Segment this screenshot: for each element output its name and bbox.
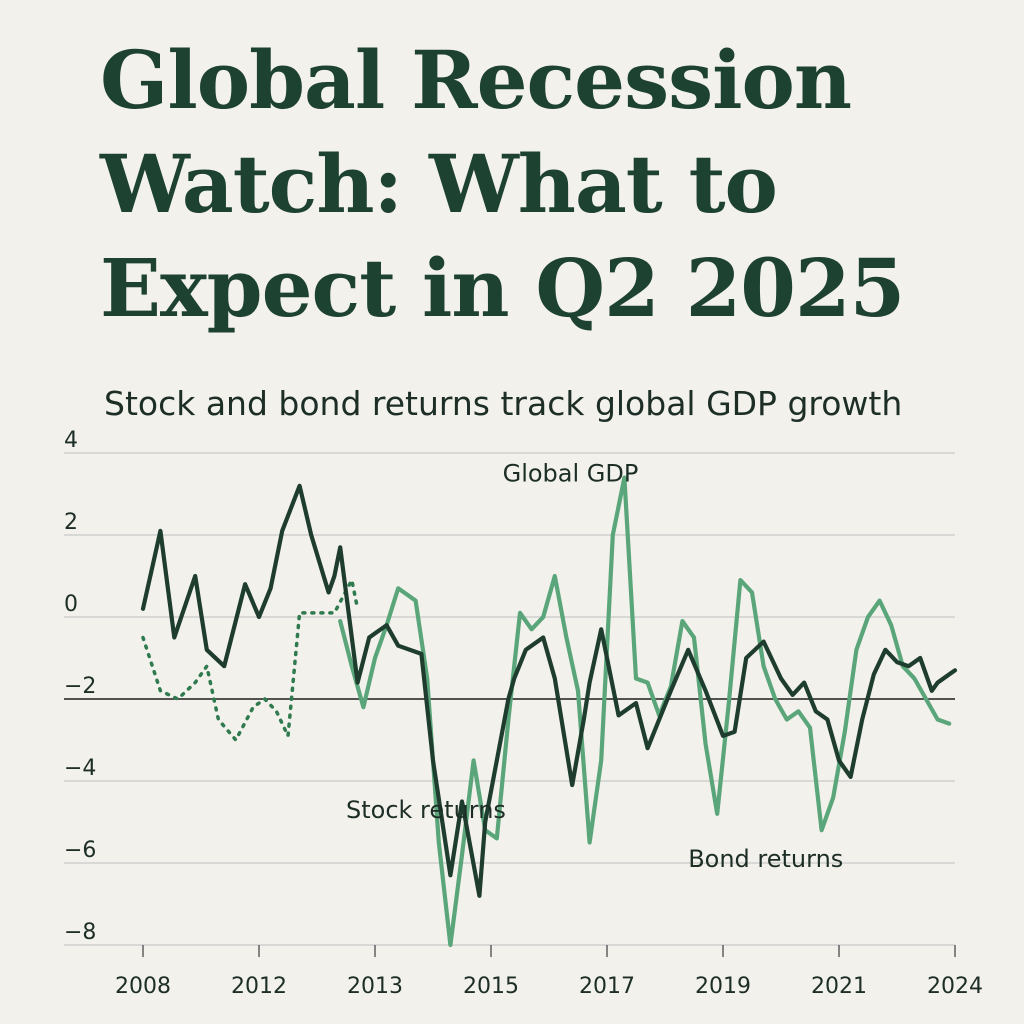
- y-tick-label: 2: [64, 510, 78, 535]
- bond-returns-line: [338, 475, 952, 948]
- x-tick-label: 2015: [463, 974, 519, 999]
- stock-returns-line: [141, 578, 360, 742]
- x-tick-label: 2019: [695, 974, 751, 999]
- y-tick-label: −4: [64, 756, 96, 781]
- global-gdp-line: [140, 483, 958, 898]
- bond-returns-label: Bond returns: [688, 845, 843, 873]
- x-tick-label: 2024: [927, 974, 983, 999]
- y-tick-label: 0: [64, 592, 78, 617]
- global-gdp-label: Global GDP: [503, 460, 639, 488]
- x-tick-label: 2017: [579, 974, 635, 999]
- grid-layer: [64, 452, 955, 946]
- y-tick-label: −8: [64, 920, 96, 945]
- y-tick-label: −6: [64, 838, 96, 863]
- y-tick-label: 4: [64, 428, 78, 453]
- x-tick-label: 2008: [115, 974, 171, 999]
- y-tick-label: −2: [64, 674, 96, 699]
- series-layer: [140, 475, 958, 948]
- chart-subtitle: Stock and bond returns track global GDP …: [104, 384, 903, 423]
- headline: Global Recession Watch: What to Expect i…: [100, 33, 905, 335]
- x-tick-label: 2013: [347, 974, 403, 999]
- x-tick-label: 2021: [811, 974, 867, 999]
- stock-returns-label: Stock returns: [346, 796, 506, 824]
- annotation-layer: Global GDP Stock returns Bond returns: [346, 460, 843, 873]
- x-tick-label: 2012: [231, 974, 287, 999]
- axis-layer: 4 2 0 −2 −4 −6 −8 2008 2012 2013 2015 2017 2019 2021 2…: [64, 428, 983, 999]
